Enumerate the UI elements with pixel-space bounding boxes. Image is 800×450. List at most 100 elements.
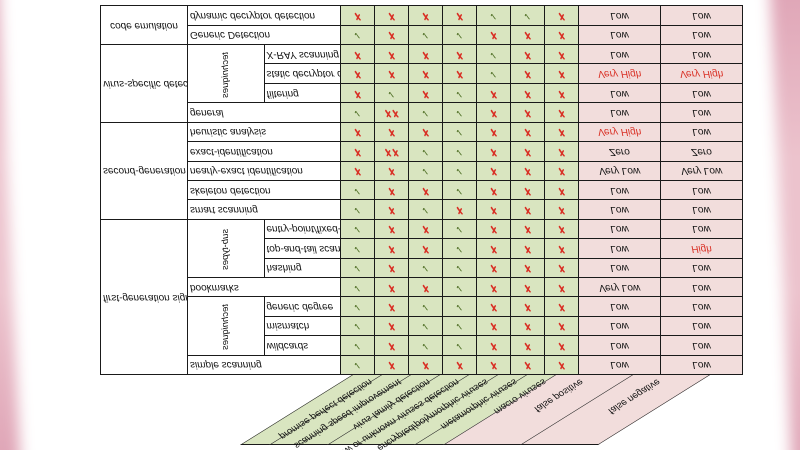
mark-cell: ✗✗ [374, 141, 409, 162]
cross-icon: ✗ [557, 68, 566, 80]
mark-cell: ✗ [476, 161, 511, 181]
technique-cell: simple scanning [187, 355, 341, 375]
table-row: heuristic analysis ✗ ✗ ✗ ✓ ✗ ✗ ✗ Very High Low [101, 122, 743, 142]
false-negative-cell: Low [660, 102, 743, 123]
check-icon: ✓ [421, 301, 430, 313]
mark-cell: ✗ [408, 238, 443, 259]
mark-cell: ✓ [340, 296, 375, 317]
cross-icon: ✗ [523, 68, 532, 80]
check-icon: ✓ [489, 68, 498, 80]
cross-icon: ✗ [523, 204, 532, 216]
mark-cell: ✓ [408, 316, 443, 336]
subgroup-cell: techniques [187, 44, 264, 103]
false-negative-cell: Low [660, 180, 743, 200]
mark-cell: ✗ [340, 64, 375, 84]
check-icon: ✓ [455, 281, 464, 293]
cross-icon: ✗ [523, 339, 532, 351]
mark-cell: ✗ [374, 180, 409, 200]
mark-cell: ✗ [476, 238, 511, 259]
check-icon: ✓ [455, 87, 464, 99]
check-icon: ✓ [455, 301, 464, 313]
mark-cell: ✓ [476, 44, 511, 64]
mark-cell: ✓ [408, 141, 443, 162]
technique-cell: generic degree [264, 296, 341, 317]
mark-cell: ✗ [408, 64, 443, 84]
mark-cell: ✓ [408, 161, 443, 181]
false-negative-cell: Low [660, 316, 743, 336]
cross-icon: ✗ [557, 301, 566, 313]
mark-cell: ✗ [510, 296, 545, 317]
mark-cell: ✗ [408, 355, 443, 375]
cross-icon: ✗ [557, 242, 566, 254]
mark-cell: ✗ [510, 161, 545, 181]
check-icon: ✓ [353, 301, 362, 313]
mark-cell: ✓ [476, 5, 511, 26]
cross-icon: ✗ [421, 68, 430, 80]
mark-cell: ✗ [510, 258, 545, 278]
mark-cell: ✗ [340, 5, 375, 26]
cross-icon: ✗ [489, 184, 498, 196]
cross-icon: ✗ [523, 184, 532, 196]
mark-cell: ✗ [476, 219, 511, 239]
technique-cell: smart scanning [187, 199, 341, 220]
check-icon: ✓ [353, 262, 362, 274]
mark-cell: ✗ [544, 355, 579, 375]
cross-icon: ✗ [387, 9, 396, 21]
mark-cell: ✓ [442, 219, 477, 239]
mark-cell: ✗ [374, 355, 409, 375]
cross-icon: ✗ [557, 145, 566, 157]
mark-cell: ✗ [510, 102, 545, 123]
cross-icon: ✗ [387, 48, 396, 60]
mark-cell: ✗ [544, 122, 579, 142]
table-row: first-generation signature scanners (str… [100, 219, 743, 375]
mark-cell: ✗ [476, 316, 511, 336]
mark-cell: ✓ [408, 25, 443, 45]
mark-cell: ✓ [340, 238, 375, 259]
cross-icon: ✗ [421, 9, 430, 21]
mark-cell: ✗ [544, 102, 579, 123]
false-negative-cell: Very Low [660, 161, 743, 181]
mark-cell: ✗ [476, 277, 511, 297]
technique-cell: skeleton detection [187, 180, 341, 200]
cross-icon: ✗ [523, 242, 532, 254]
mark-cell: ✓ [340, 316, 375, 336]
mark-cell: ✗ [374, 277, 409, 297]
mark-cell: ✗ [408, 180, 443, 200]
cross-icon: ✗ [557, 262, 566, 274]
cross-icon: ✗ [557, 204, 566, 216]
cross-icon: ✗ [557, 281, 566, 293]
category-cell: code emulation [100, 5, 188, 45]
subgroup-label: techniques [220, 52, 231, 99]
check-icon: ✓ [353, 29, 362, 41]
cross-icon: ✗ [353, 145, 362, 157]
false-positive-cell: Low [578, 44, 661, 64]
cross-icon: ✗ [387, 281, 396, 293]
mark-cell: ✓ [442, 180, 477, 200]
check-icon: ✓ [455, 242, 464, 254]
check-icon: ✓ [353, 107, 362, 119]
cross-icon: ✗ [523, 145, 532, 157]
mark-cell: ✗ [510, 25, 545, 45]
false-negative-cell: Low [660, 258, 743, 278]
false-positive-cell: Low [578, 25, 661, 45]
check-icon: ✓ [353, 223, 362, 235]
mark-cell: ✗ [442, 64, 477, 84]
cross-icon: ✗ [421, 359, 430, 371]
cross-icon: ✗ [557, 339, 566, 351]
check-icon: ✓ [353, 320, 362, 332]
cross-icon: ✗ [523, 301, 532, 313]
category-cell: virus-specific detection [100, 44, 188, 123]
mark-cell: ✗ [476, 296, 511, 317]
mark-cell: ✓ [442, 335, 477, 356]
mark-cell: ✗ [544, 277, 579, 297]
mark-cell: ✗ [510, 277, 545, 297]
cross-icon: ✗ [489, 320, 498, 332]
mark-cell: ✗ [374, 238, 409, 259]
mark-cell: ✓ [340, 355, 375, 375]
cross-icon: ✗ [557, 184, 566, 196]
false-negative-cell: Low [660, 296, 743, 317]
mark-cell: ✗ [510, 355, 545, 375]
technique-cell: entry-point/fixed-point [264, 219, 341, 239]
technique-cell: mismatch [264, 316, 341, 336]
cross-icon: ✗ [421, 281, 430, 293]
